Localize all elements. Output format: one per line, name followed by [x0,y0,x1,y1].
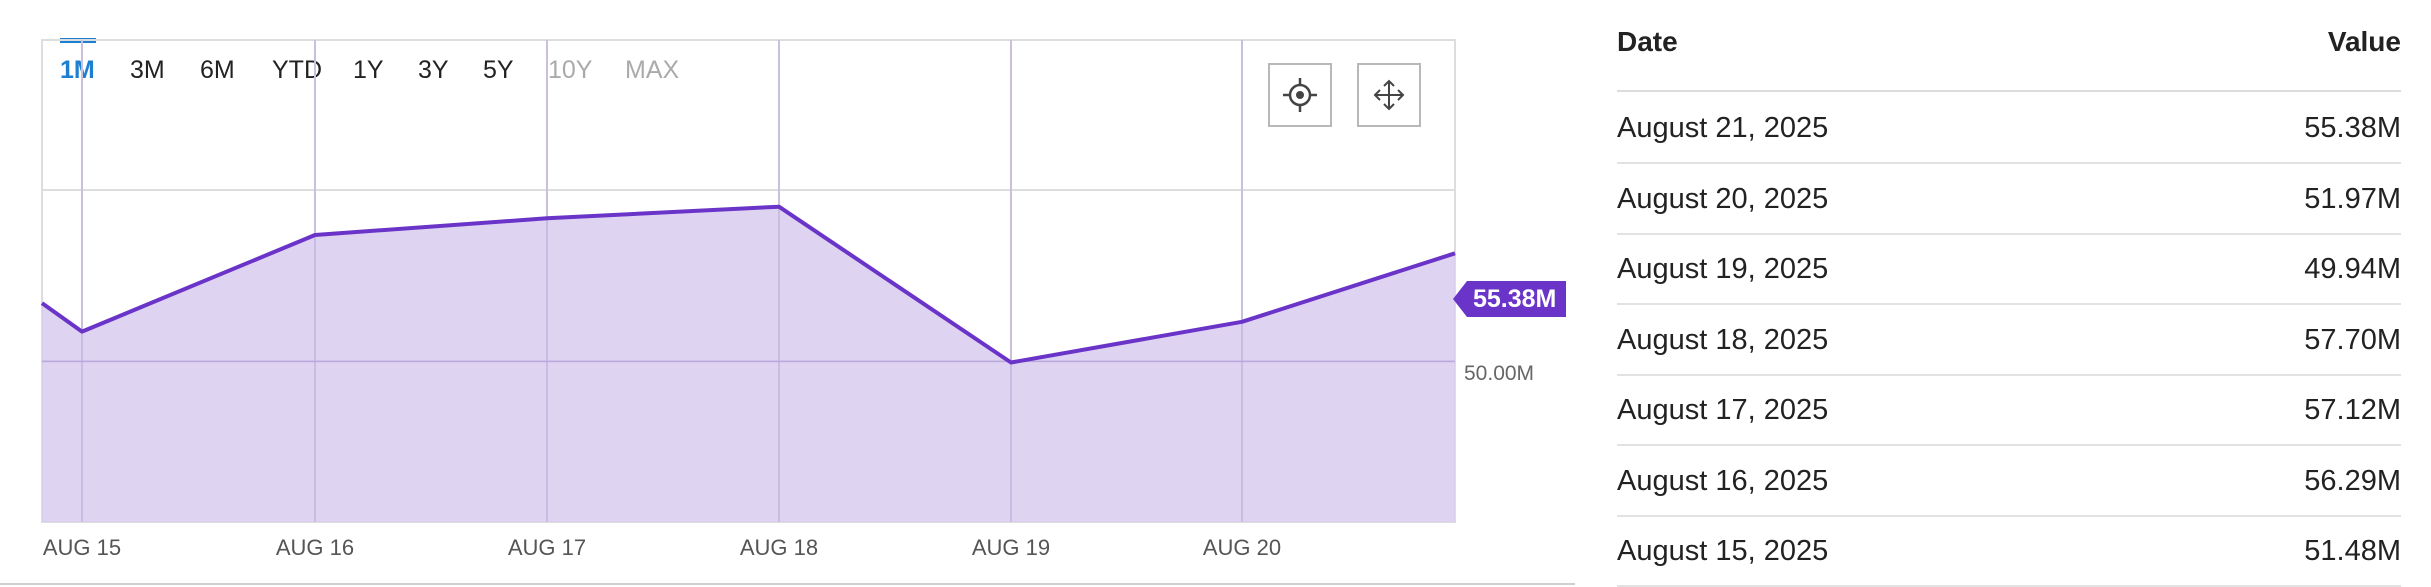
date-column-header: Date [1617,26,1678,57]
table-row: August 17, 2025 57.12M [1617,374,2401,446]
date-cell: August 18, 2025 [1617,323,1829,356]
table-row: August 18, 2025 57.70M [1617,304,2401,376]
chart-panel: 1M 3M 6M YTD 1Y 3Y 5Y 10Y MAX AUG 15 AUG 16 AUG 17… [0,0,1575,585]
range-button-6m[interactable]: 6M [200,56,235,84]
divider [0,583,1575,585]
table-header: Date Value [1617,22,2401,92]
chart-plot[interactable] [0,0,1575,585]
pan-button[interactable] [1357,63,1421,127]
x-tick-label: AUG 19 [971,535,1051,560]
range-button-max[interactable]: MAX [625,56,680,84]
x-tick-label: AUG 17 [507,535,587,560]
x-tick-label: AUG 15 [42,535,122,560]
range-button-3y[interactable]: 3Y [418,56,449,84]
x-tick-label: AUG 20 [1202,535,1282,560]
x-tick-label: AUG 18 [739,535,819,560]
x-tick-label: AUG 16 [275,535,355,560]
range-button-5y[interactable]: 5Y [483,56,514,84]
date-cell: August 16, 2025 [1617,464,1829,497]
table-row: August 15, 2025 51.48M [1617,515,2401,587]
value-cell: 55.38M [2304,112,2401,144]
current-value-label: 55.38M [1453,281,1567,317]
value-cell: 51.97M [2304,182,2401,215]
date-cell: August 20, 2025 [1617,182,1829,215]
date-cell: August 19, 2025 [1617,253,1829,285]
series-line [40,204,1456,365]
value-cell: 51.48M [2304,535,2401,567]
range-button-10y[interactable]: 10Y [548,56,593,84]
value-cell: 57.70M [2304,323,2401,356]
series-area [42,206,1455,522]
table-row: August 21, 2025 55.38M [1617,92,2401,164]
date-cell: August 15, 2025 [1617,535,1829,567]
move-icon [1373,79,1405,111]
crosshair-button[interactable] [1268,63,1332,127]
date-cell: August 21, 2025 [1617,112,1829,144]
value-cell: 57.12M [2304,394,2401,426]
y-tick-label: 50.00M [1464,362,1535,385]
range-button-ytd[interactable]: YTD [272,56,322,84]
value-cell: 49.94M [2304,253,2401,285]
range-button-3m[interactable]: 3M [130,56,165,84]
value-cell: 56.29M [2304,464,2401,497]
range-button-1y[interactable]: 1Y [353,56,384,84]
date-cell: August 17, 2025 [1617,394,1829,426]
table-row: August 20, 2025 51.97M [1617,163,2401,235]
value-column-header: Value [2327,26,2401,57]
range-button-1m[interactable]: 1M [60,56,95,84]
crosshair-icon [1283,78,1317,112]
table-row: August 16, 2025 56.29M [1617,445,2401,517]
table-row: August 19, 2025 49.94M [1617,233,2401,305]
